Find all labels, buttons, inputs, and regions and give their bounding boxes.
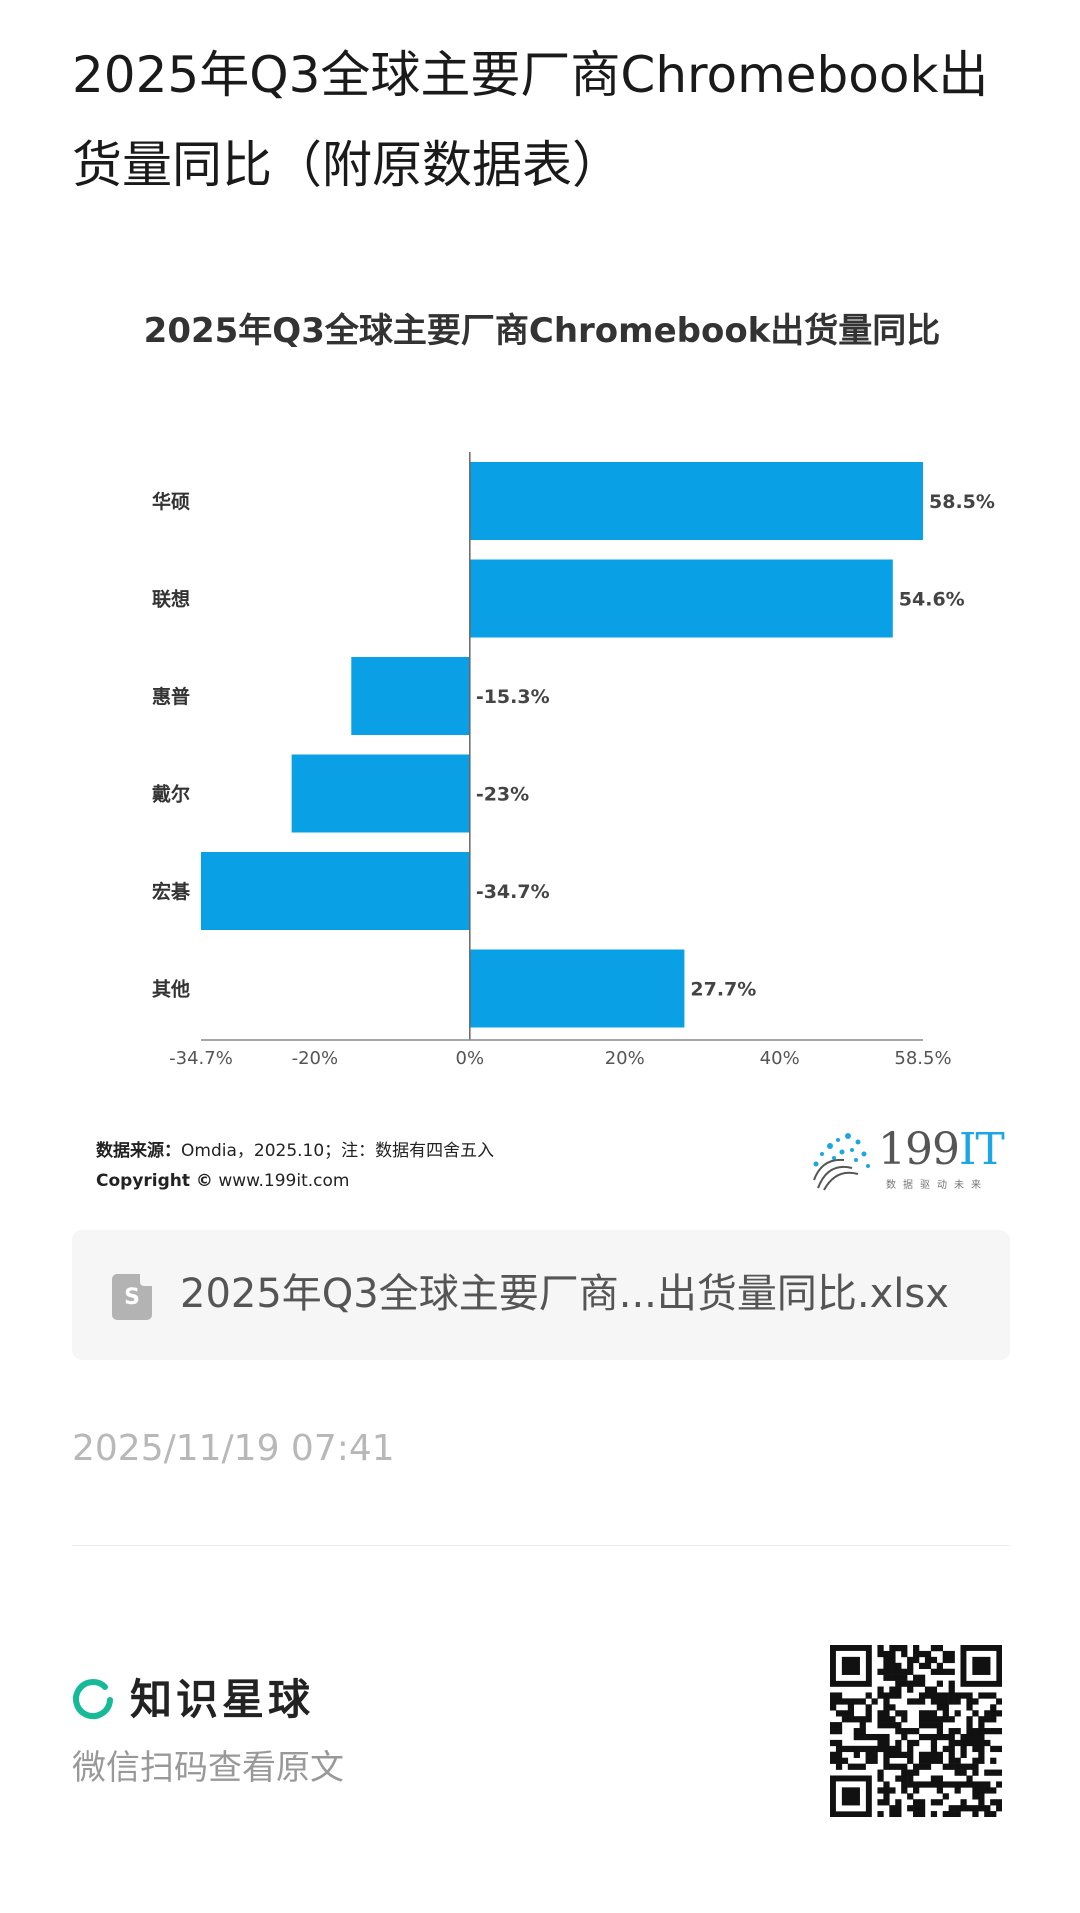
brand-name: 199IT [878,1124,1005,1175]
199it-logo: 199IT 数据驱动未来 [808,1124,1008,1194]
chart-title: 2025年Q3全球主要厂商Chromebook出货量同比 [144,311,941,351]
x-tick-label: 20% [605,1048,645,1069]
source-note: 数据来源：Omdia，2025.10；注：数据有四舍五入 Copyright ©… [96,1136,494,1196]
source-label: 数据来源： [96,1141,181,1161]
data-label: 58.5% [929,491,995,513]
copyright-label: Copyright © [96,1171,213,1191]
attachment-file-name[interactable]: 2025年Q3全球主要厂商...出货量同比.xlsx [180,1271,949,1317]
category-label: 宏碁 [152,880,191,903]
spreadsheet-file-icon: S [112,1274,152,1320]
x-tick-label: 0% [456,1048,485,1069]
bar-3 [291,754,470,833]
data-label: -34.7% [476,881,550,903]
dots-logo-icon [813,1133,870,1191]
bar-1 [469,559,893,638]
category-label: 其他 [152,978,190,1001]
page-title: 2025年Q3全球主要厂商Chromebook出货量同比（附原数据表） [72,46,989,194]
data-label: -23% [476,784,529,806]
category-label: 惠普 [152,685,190,708]
qr-code[interactable] [830,1645,1002,1817]
brand-slogan: 数据驱动未来 [886,1180,988,1191]
app-name: 知识星球 [130,1675,315,1724]
bar-5 [469,949,685,1028]
x-tick-label: 58.5% [894,1048,951,1069]
bar-2 [351,657,470,735]
data-label: 27.7% [690,979,756,1001]
category-label: 联想 [152,588,190,611]
category-label: 华硕 [152,490,190,513]
chart-image: 2025年Q3全球主要厂商Chromebook出货量同比华硕 58.5% 联想 54.… [72,280,1012,1210]
category-label: 戴尔 [152,783,190,806]
post-timestamp: 2025/11/19 07:41 [72,1428,395,1469]
scan-hint: 微信扫码查看原文 [72,1748,344,1788]
data-label: -15.3% [476,686,550,708]
copyright-text: www.199it.com [218,1171,350,1191]
bar-4 [201,852,470,930]
bar-0 [469,462,923,540]
planet-ring-icon [73,1679,113,1719]
source-text: Omdia，2025.10；注：数据有四舍五入 [181,1141,495,1161]
data-label: 54.6% [899,589,965,611]
x-tick-label: -34.7% [169,1048,233,1069]
attachment-card[interactable]: S 2025年Q3全球主要厂商...出货量同比.xlsx [72,1230,1010,1360]
x-tick-label: 40% [760,1048,800,1069]
divider [72,1545,1010,1546]
x-tick-label: -20% [292,1048,339,1069]
